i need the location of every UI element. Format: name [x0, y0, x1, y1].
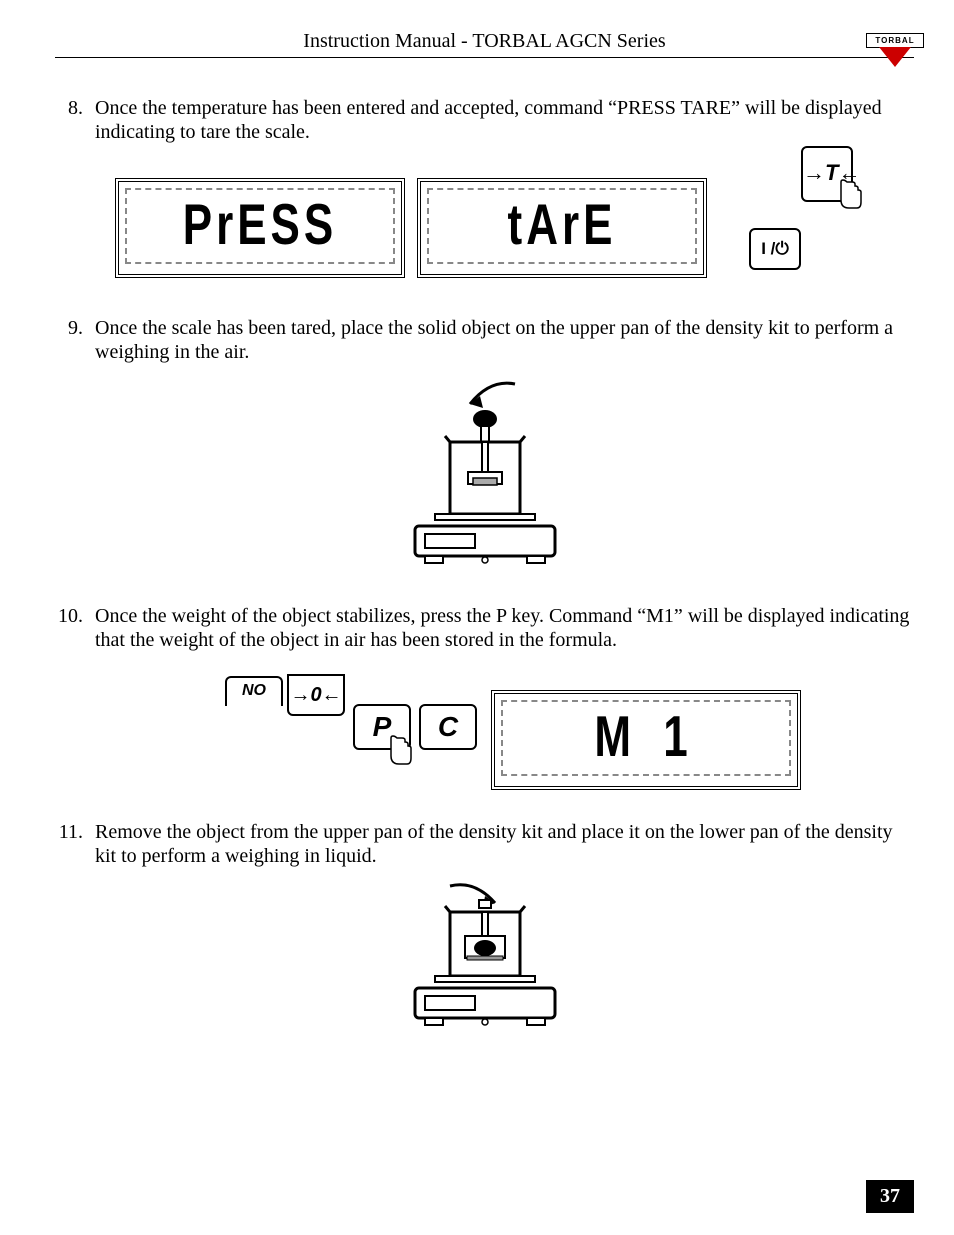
lcd-display-tare: tArE: [417, 178, 707, 278]
page-number: 37: [866, 1180, 914, 1213]
zero-key-group: NO →0←: [225, 676, 345, 716]
step-11: 11. Remove the object from the upper pan…: [55, 820, 914, 868]
zero-key: →0←: [287, 674, 345, 716]
step-number: 8.: [55, 96, 95, 144]
figure-weigh-in-liquid: [55, 878, 914, 1053]
logo-text: TORBAL: [866, 33, 924, 48]
zero-key-top: NO: [225, 676, 283, 706]
page-header: Instruction Manual - TORBAL AGCN Series …: [55, 30, 914, 58]
power-key: I /⏻: [749, 228, 801, 270]
pointer-hand-icon: [831, 178, 867, 218]
figure-press-p: NO →0← P C M 1: [225, 676, 914, 790]
power-key-label: I /⏻: [761, 239, 789, 258]
step-number: 9.: [55, 316, 95, 364]
zero-key-label: →0←: [290, 684, 341, 706]
logo-triangle-icon: [879, 47, 911, 67]
figure-press-tare: PrESS tArE →T← I /⏻: [115, 168, 914, 288]
header-title: Instruction Manual - TORBAL AGCN Series: [55, 30, 914, 56]
step-text: Remove the object from the upper pan of …: [95, 820, 914, 868]
step-number: 10.: [55, 604, 95, 652]
step-8: 8. Once the temperature has been entered…: [55, 96, 914, 144]
step-text: Once the temperature has been entered an…: [95, 96, 914, 144]
step-text: Once the scale has been tared, place the…: [95, 316, 914, 364]
lcd-text: tArE: [508, 194, 617, 259]
brand-logo: TORBAL: [866, 33, 924, 67]
lcd-text: M 1: [594, 706, 697, 771]
pointer-hand-icon: [381, 734, 417, 774]
lcd-text: PrESS: [183, 194, 338, 259]
lcd-display-press: PrESS: [115, 178, 405, 278]
step-number: 11.: [55, 820, 95, 868]
zero-key-top-label: NO: [242, 682, 266, 699]
step-text: Once the weight of the object stabilizes…: [95, 604, 914, 652]
step-9: 9. Once the scale has been tared, place …: [55, 316, 914, 364]
p-key-group: P: [353, 704, 411, 750]
c-key-label: C: [438, 711, 458, 742]
c-key: C: [419, 704, 477, 750]
step-10: 10. Once the weight of the object stabil…: [55, 604, 914, 652]
lcd-display-m1: M 1: [491, 690, 801, 790]
tare-key-group: →T← I /⏻: [749, 168, 879, 288]
figure-weigh-in-air: [55, 374, 914, 579]
